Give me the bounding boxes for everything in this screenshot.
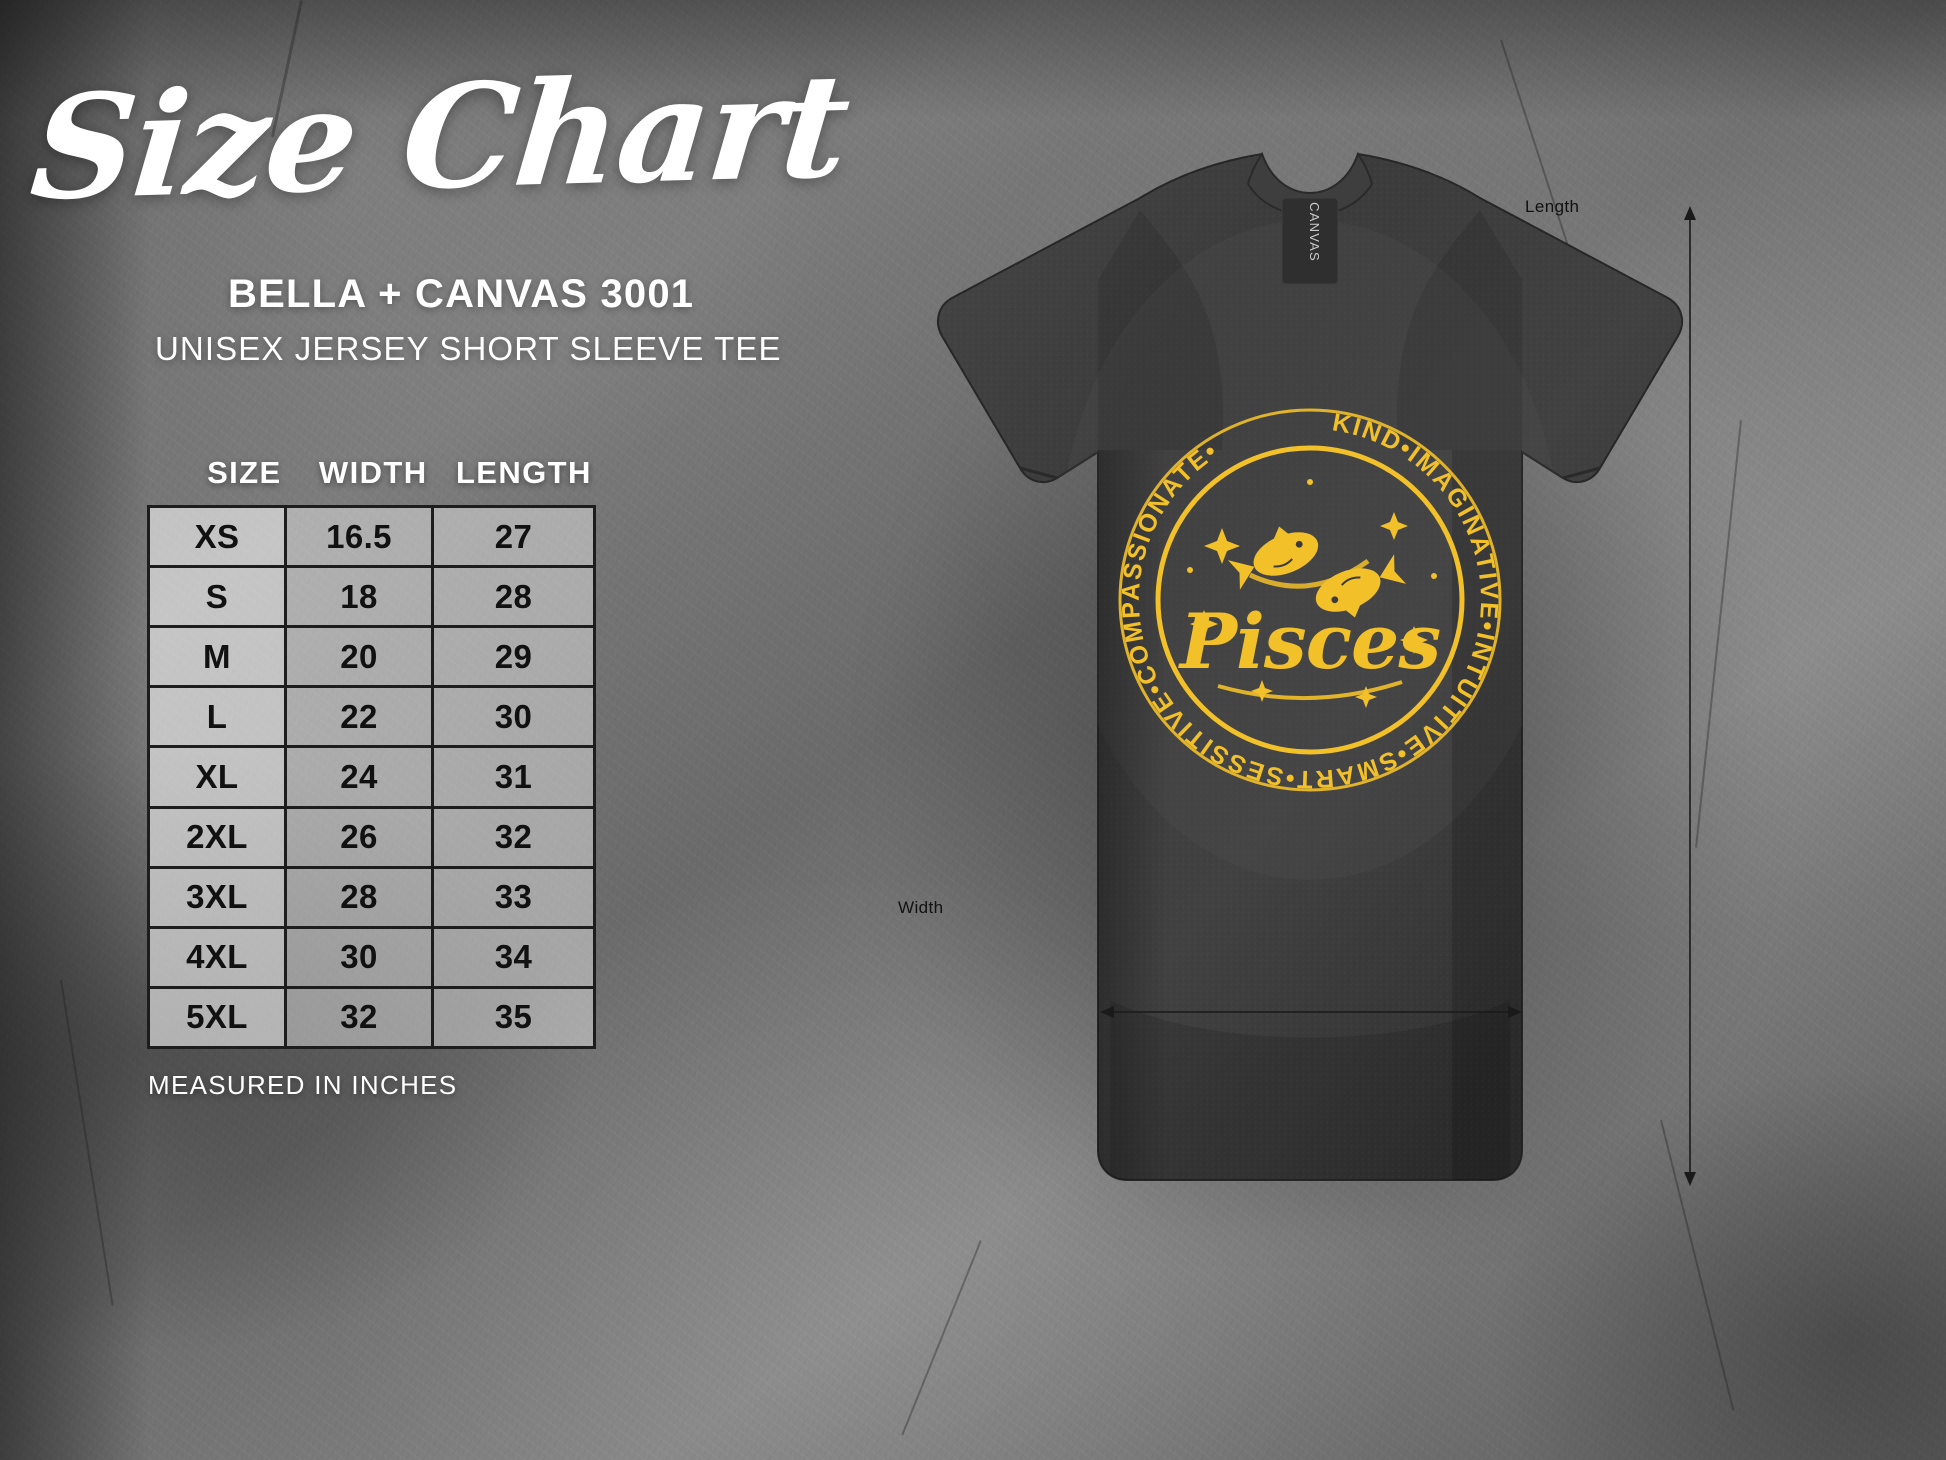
table-row: M 20 29 <box>150 628 593 689</box>
neck-label: CANVAS <box>1281 197 1339 285</box>
svg-text:CANVAS: CANVAS <box>1307 202 1322 262</box>
cell-length: 33 <box>434 868 593 926</box>
table-row: S 18 28 <box>150 568 593 629</box>
pisces-fish-icon <box>1227 526 1407 618</box>
cell-size: L <box>150 688 284 746</box>
print-inner-ring <box>1155 445 1465 755</box>
cell-width: 28 <box>284 868 434 926</box>
cell-size: S <box>150 568 284 626</box>
table-row: 4XL 30 34 <box>150 928 593 989</box>
width-measurement-guide <box>1100 1006 1522 1018</box>
cell-size: 2XL <box>150 808 284 866</box>
cell-width: 32 <box>284 988 434 1046</box>
cell-size: XL <box>150 748 284 806</box>
table-row: XL 24 31 <box>150 748 593 809</box>
length-measurement-label: Length <box>1525 197 1580 216</box>
cell-length: 28 <box>434 568 593 626</box>
cell-size: 5XL <box>150 988 284 1046</box>
size-chart-panel: Size Chart BELLA + CANVAS 3001 UNISEX JE… <box>0 0 855 1460</box>
print-outer-ring <box>1118 408 1502 792</box>
cell-width: 26 <box>284 808 434 866</box>
cell-width: 16.5 <box>284 508 434 566</box>
table-row: 2XL 26 32 <box>150 808 593 869</box>
table-row: XS 16.5 27 <box>150 508 593 569</box>
cell-length: 32 <box>434 808 593 866</box>
cell-length: 30 <box>434 688 593 746</box>
cell-width: 24 <box>284 748 434 806</box>
cell-size: 4XL <box>150 928 284 986</box>
cell-size: 3XL <box>150 868 284 926</box>
measurement-units-note: MEASURED IN INCHES <box>148 1070 458 1100</box>
background-top-shading <box>0 0 1946 120</box>
length-measurement-guide <box>1684 206 1696 1186</box>
product-subtitle: UNISEX JERSEY SHORT SLEEVE TEE <box>155 330 782 367</box>
column-header-width: WIDTH <box>318 455 428 490</box>
column-header-length: LENGTH <box>455 455 592 490</box>
cell-length: 31 <box>434 748 593 806</box>
cell-size: M <box>150 628 284 686</box>
cell-size: XS <box>150 508 284 566</box>
tshirt-illustration: CANVAS KIND•IMAGINATIVE•INTUITIVE•SMART•… <box>936 151 1696 1186</box>
size-table: XS 16.5 27 S 18 28 M 20 29 L 22 30 XL 24… <box>147 505 596 1049</box>
background-left-shading <box>0 0 150 1460</box>
cell-length: 29 <box>434 628 593 686</box>
tshirt-mockup: CANVAS KIND•IMAGINATIVE•INTUITIVE•SMART•… <box>810 120 1810 1280</box>
collar <box>1246 151 1374 217</box>
page-title: Size Chart <box>24 41 855 233</box>
cell-length: 27 <box>434 508 593 566</box>
width-measurement-label: Width <box>898 898 944 917</box>
table-row: L 22 30 <box>150 688 593 749</box>
column-header-size: SIZE <box>207 455 282 490</box>
cell-width: 22 <box>284 688 434 746</box>
cell-width: 18 <box>284 568 434 626</box>
cell-width: 30 <box>284 928 434 986</box>
cell-length: 35 <box>434 988 593 1046</box>
print-zodiac-word: Pisces <box>1178 597 1440 686</box>
table-row: 5XL 32 35 <box>150 988 593 1046</box>
cell-width: 20 <box>284 628 434 686</box>
cell-length: 34 <box>434 928 593 986</box>
table-header-row: SIZE WIDTH LENGTH <box>185 455 605 491</box>
table-row: 3XL 28 33 <box>150 868 593 929</box>
print-sparkles <box>1187 479 1437 708</box>
brand-subtitle: BELLA + CANVAS 3001 <box>228 272 695 316</box>
